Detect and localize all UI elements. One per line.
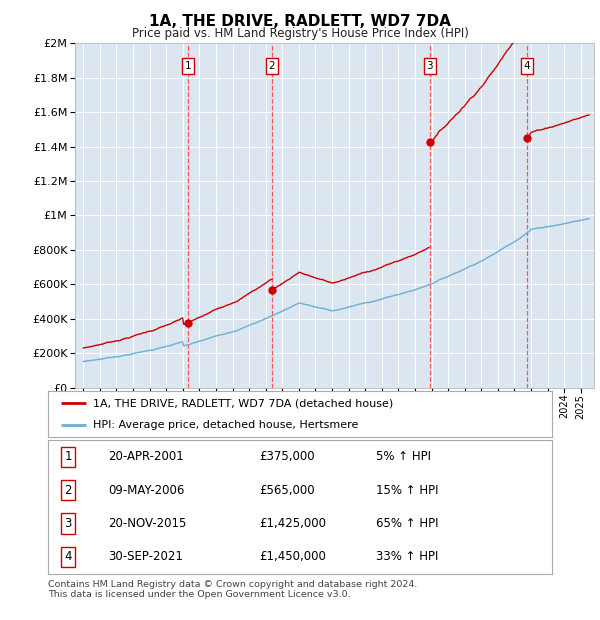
Text: 1A, THE DRIVE, RADLETT, WD7 7DA (detached house): 1A, THE DRIVE, RADLETT, WD7 7DA (detache…: [94, 398, 394, 408]
Text: 33% ↑ HPI: 33% ↑ HPI: [376, 551, 438, 564]
Text: 09-MAY-2006: 09-MAY-2006: [109, 484, 185, 497]
Text: 1: 1: [64, 450, 72, 463]
Text: £1,425,000: £1,425,000: [260, 517, 326, 530]
Text: 1A, THE DRIVE, RADLETT, WD7 7DA: 1A, THE DRIVE, RADLETT, WD7 7DA: [149, 14, 451, 29]
Text: 20-APR-2001: 20-APR-2001: [109, 450, 184, 463]
Text: HPI: Average price, detached house, Hertsmere: HPI: Average price, detached house, Hert…: [94, 420, 359, 430]
Text: 20-NOV-2015: 20-NOV-2015: [109, 517, 187, 530]
Text: £565,000: £565,000: [260, 484, 316, 497]
Text: 2: 2: [269, 61, 275, 71]
Text: 30-SEP-2021: 30-SEP-2021: [109, 551, 184, 564]
Text: £375,000: £375,000: [260, 450, 316, 463]
Text: 65% ↑ HPI: 65% ↑ HPI: [376, 517, 438, 530]
Text: 1: 1: [184, 61, 191, 71]
Text: Price paid vs. HM Land Registry's House Price Index (HPI): Price paid vs. HM Land Registry's House …: [131, 27, 469, 40]
Text: Contains HM Land Registry data © Crown copyright and database right 2024.
This d: Contains HM Land Registry data © Crown c…: [48, 580, 418, 599]
Text: £1,450,000: £1,450,000: [260, 551, 326, 564]
Text: 2: 2: [64, 484, 72, 497]
Text: 5% ↑ HPI: 5% ↑ HPI: [376, 450, 431, 463]
Text: 15% ↑ HPI: 15% ↑ HPI: [376, 484, 438, 497]
Text: 4: 4: [64, 551, 72, 564]
Text: 3: 3: [64, 517, 72, 530]
Text: 3: 3: [427, 61, 433, 71]
Text: 4: 4: [524, 61, 530, 71]
